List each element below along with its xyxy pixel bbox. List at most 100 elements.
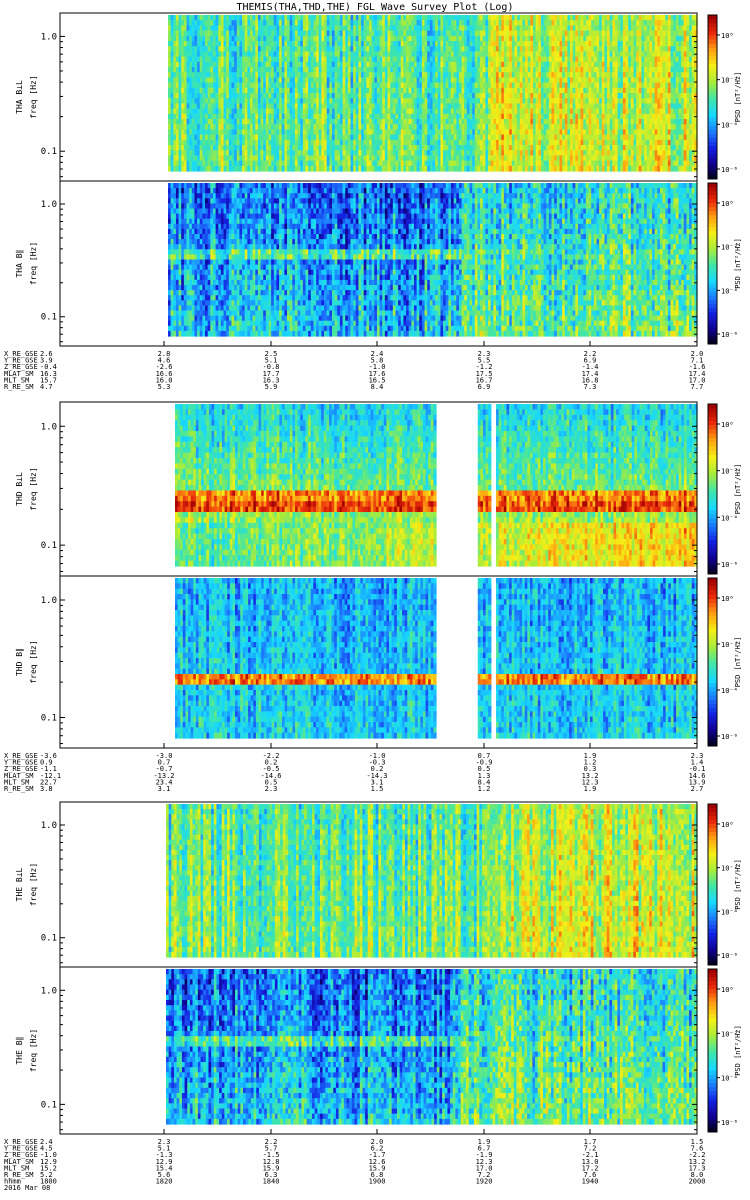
spectrogram-cell — [183, 108, 188, 115]
spectrogram-cell — [228, 15, 233, 21]
spectrogram-cell — [202, 103, 206, 110]
spectrogram-cell — [392, 61, 397, 68]
spectrogram-cell — [358, 77, 362, 84]
spectrogram-cell — [239, 41, 243, 47]
spectrogram-cell — [197, 25, 201, 32]
spectrogram-cell — [376, 93, 381, 99]
spectrogram-cell — [366, 93, 370, 99]
spectrogram-cell — [247, 15, 251, 21]
spectrogram-cell — [173, 72, 177, 78]
spectrogram-cell — [400, 165, 405, 172]
spectrogram-cell — [168, 46, 172, 52]
spectrogram-cell — [302, 98, 307, 104]
spectrogram-cell — [310, 20, 315, 26]
spectrogram-cell — [390, 46, 394, 52]
spectrogram-cell — [197, 160, 201, 167]
spectrogram-cell — [226, 56, 230, 63]
spectrogram-cell — [358, 87, 362, 94]
spectrogram-cell — [226, 165, 230, 172]
spectrogram-cell — [300, 119, 304, 125]
spectrogram-cell — [334, 15, 338, 21]
spectrogram-cell — [361, 119, 365, 125]
spectrogram-cell — [406, 155, 410, 162]
spectrogram-cell — [300, 77, 304, 84]
spectrogram-cell — [215, 41, 219, 47]
spectrogram-cell — [250, 56, 254, 63]
spectrogram-cells-tha-perp — [168, 15, 698, 172]
spectrogram-cell — [392, 134, 397, 141]
spectrogram-cell — [284, 51, 288, 58]
spectrogram-cell — [345, 77, 349, 84]
spectrogram-cell — [329, 20, 333, 26]
spectrogram-cell — [255, 139, 259, 146]
spectrogram-cell — [181, 124, 185, 130]
spectrogram-cell — [231, 155, 235, 162]
spectrogram-cell — [326, 98, 330, 104]
spectrogram-cell — [392, 103, 397, 110]
spectrogram-cell — [398, 145, 402, 151]
spectrogram-cell — [413, 108, 418, 115]
spectrogram-cell — [257, 160, 262, 167]
spectrogram-cell — [331, 82, 336, 89]
spectrogram-cell — [212, 134, 217, 141]
spectrogram-cell — [347, 72, 352, 78]
spectrogram-cell — [255, 46, 259, 52]
spectrogram-cell — [369, 93, 373, 99]
spectrogram-cell — [205, 108, 209, 115]
spectrogram-cell — [398, 61, 402, 68]
spectrogram-cell — [239, 82, 243, 89]
spectrogram-cell — [305, 124, 309, 130]
spectrogram-cell — [212, 51, 217, 58]
spectrogram-cell — [236, 165, 241, 172]
spectrogram-cell — [252, 51, 256, 58]
spectrogram-cell — [400, 30, 405, 37]
spectrogram-cell — [284, 30, 288, 37]
spectrogram-cell — [247, 77, 251, 84]
spectrogram-cell — [316, 46, 320, 52]
spectrogram-cell — [271, 61, 275, 68]
spectrogram-cell — [268, 41, 272, 47]
spectrogram-cell — [210, 113, 214, 120]
spectrogram-cell — [289, 87, 293, 94]
spectrogram-cell — [403, 119, 407, 125]
spectrogram-cell — [398, 67, 402, 73]
spectrogram-cell — [308, 61, 312, 68]
spectrogram-cell — [334, 108, 338, 115]
spectrogram-cell — [226, 134, 230, 141]
spectrogram-cell — [345, 46, 349, 52]
spectrogram-cell — [239, 61, 243, 68]
spectrogram-cell — [390, 41, 394, 47]
spectrogram-cell — [390, 82, 394, 89]
spectrogram-cell — [313, 150, 317, 156]
spectrogram-cell — [347, 67, 352, 73]
spectrogram-cell — [268, 61, 272, 68]
spectrogram-cell — [260, 20, 264, 26]
spectrogram-cell — [287, 119, 291, 125]
spectrogram-cell — [226, 67, 230, 73]
spectrogram-cell — [255, 103, 259, 110]
spectrogram-cell — [382, 77, 386, 84]
spectrogram-cell — [376, 155, 381, 162]
spectrogram-cell — [207, 46, 211, 52]
spectrogram-cell — [316, 56, 320, 63]
spectrogram-cell — [334, 82, 338, 89]
spectrogram-cell — [321, 150, 325, 156]
spectrogram-cell — [308, 51, 312, 58]
spectrogram-cell — [289, 119, 293, 125]
spectrogram-cell — [207, 82, 211, 89]
spectrogram-cell — [395, 87, 399, 94]
spectrogram-cell — [302, 113, 307, 120]
spectrogram-cell — [215, 113, 219, 120]
spectrogram-cell — [170, 103, 174, 110]
spectrogram-cell — [355, 72, 360, 78]
spectrogram-cell — [302, 15, 307, 21]
spectrogram-cell — [334, 155, 338, 162]
spectrogram-cell — [205, 150, 209, 156]
spectrogram-cell — [302, 87, 307, 94]
spectrogram-cell — [205, 67, 209, 73]
spectrogram-cell — [374, 139, 378, 146]
spectrogram-cell — [212, 72, 217, 78]
spectrogram-cell — [390, 15, 394, 21]
spectrogram-cell — [387, 145, 391, 151]
spectrogram-cell — [411, 98, 415, 104]
